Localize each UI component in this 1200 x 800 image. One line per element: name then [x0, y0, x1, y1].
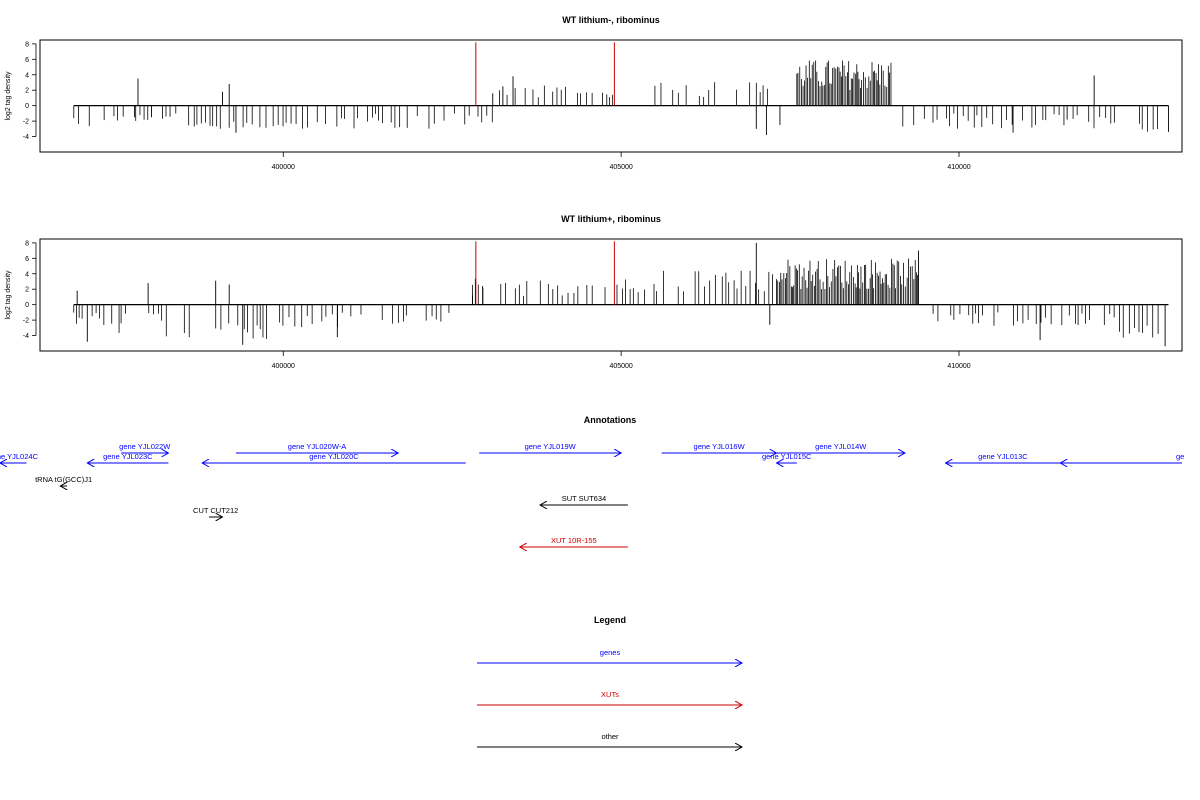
x-tick-label: 410000: [947, 363, 970, 370]
legend-item: other: [477, 732, 742, 747]
y-tick-label: 0: [25, 103, 29, 110]
annotation-feature: tRNA tG(GCC)J1: [35, 475, 92, 486]
annotation-label: tRNA tG(GCC)J1: [35, 475, 92, 484]
annotation-label: gene YJL015C: [762, 452, 812, 461]
annotation-label: gene YJL019W: [525, 442, 577, 451]
plot-frame: [39, 39, 1183, 153]
y-tick-label: 2: [25, 88, 29, 95]
annotation-feature: gene YJL014W: [776, 442, 905, 453]
y-tick-label: -2: [23, 119, 29, 126]
y-tick-label: 8: [25, 240, 29, 247]
annotation-feature: ge: [1060, 452, 1184, 463]
y-axis-label: log2 tag density: [5, 71, 12, 121]
plot-frame: [39, 238, 1183, 352]
y-tick-label: 4: [25, 72, 29, 79]
y-tick-label: 2: [25, 287, 29, 294]
annotation-feature: gene YJL013C: [945, 452, 1061, 463]
chart-panel-1: WT lithium-, ribominus -4 -2 0 2 4 6 8 log2 tag …: [5, 15, 1183, 171]
annotation-label: gene YJL020C: [309, 452, 359, 461]
legend-label: other: [601, 732, 619, 741]
annotation-feature: gene YJL024C: [0, 452, 39, 463]
annotation-label: gene YJL020W-A: [288, 442, 347, 451]
x-tick-label: 400000: [272, 164, 295, 171]
legend-label: XUTs: [601, 690, 619, 699]
legend-title: Legend: [594, 615, 626, 625]
y-tick-label: 6: [25, 256, 29, 263]
y-tick-label: 8: [25, 41, 29, 48]
annotation-label: CUT CUT212: [193, 506, 238, 515]
y-tick-label: 0: [25, 302, 29, 309]
y-tick-label: 4: [25, 271, 29, 278]
annotation-label: gene YJL022W: [119, 442, 171, 451]
chart-title: WT lithium+, ribominus: [561, 214, 661, 224]
annotation-feature: gene YJL015C: [762, 452, 812, 463]
annotation-feature: gene YJL022W: [119, 442, 171, 453]
annotation-feature: gene YJL020W-A: [235, 442, 398, 453]
annotations-title: Annotations: [584, 415, 637, 425]
x-tick-label: 410000: [947, 164, 970, 171]
chart-title: WT lithium-, ribominus: [562, 15, 660, 25]
legend-item: genes: [477, 648, 742, 663]
y-axis-label: log2 tag density: [5, 270, 12, 320]
annotation-feature: gene YJL016W: [661, 442, 777, 453]
density-bars: [73, 242, 1166, 347]
annotation-label: ge: [1176, 452, 1184, 461]
annotation-label: gene YJL014W: [815, 442, 867, 451]
x-tick-label: 405000: [609, 363, 632, 370]
annotation-feature: XUT 10R-155: [520, 536, 628, 547]
annotation-feature: SUT SUT634: [540, 494, 628, 505]
legend-item: XUTs: [477, 690, 742, 705]
y-tick-label: 6: [25, 57, 29, 64]
annotation-feature: CUT CUT212: [193, 506, 238, 517]
annotation-feature: gene YJL020C: [202, 452, 466, 463]
annotation-label: gene YJL024C: [0, 452, 39, 461]
annotation-feature: gene YJL019W: [479, 442, 621, 453]
chart-panel-2: WT lithium+, ribominus -4 -2 0 2 4 6 8 log2 tag …: [5, 214, 1183, 370]
density-bars: [73, 60, 1169, 136]
annotation-label: SUT SUT634: [562, 494, 606, 503]
annotation-feature: gene YJL023C: [87, 452, 169, 463]
legend-label: genes: [600, 648, 621, 657]
y-tick-label: -4: [23, 333, 29, 340]
annotation-label: XUT 10R-155: [551, 536, 597, 545]
x-tick-label: 400000: [272, 363, 295, 370]
y-tick-label: -2: [23, 318, 29, 325]
x-tick-label: 405000: [609, 164, 632, 171]
annotation-label: gene YJL013C: [978, 452, 1028, 461]
y-tick-label: -4: [23, 134, 29, 141]
annotation-label: gene YJL016W: [694, 442, 746, 451]
legend: Legend genes XUTs other: [477, 615, 742, 747]
annotation-label: gene YJL023C: [103, 452, 153, 461]
